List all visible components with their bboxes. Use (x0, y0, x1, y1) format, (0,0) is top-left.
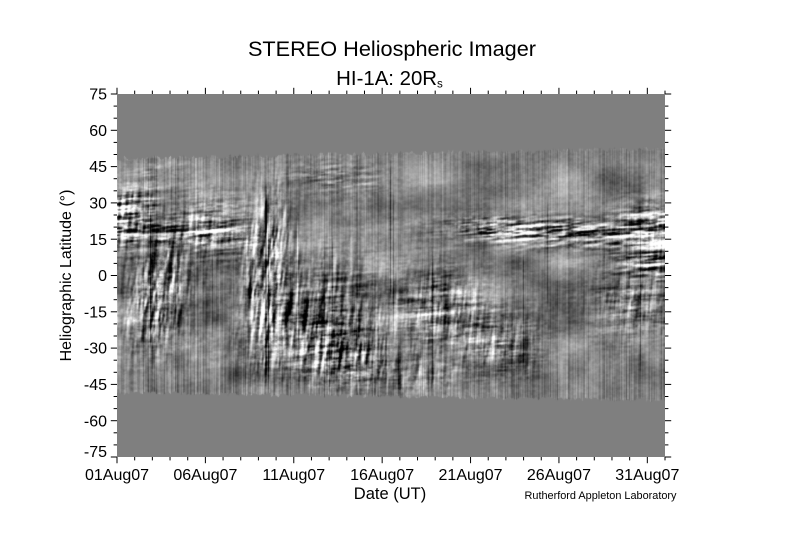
svg-text:16Aug07: 16Aug07 (350, 467, 414, 484)
svg-text:26Aug07: 26Aug07 (527, 467, 591, 484)
svg-text:HI-1A: 20Rs: HI-1A: 20Rs (336, 68, 443, 91)
svg-text:-60: -60 (84, 413, 107, 430)
svg-text:01Aug07: 01Aug07 (85, 467, 149, 484)
svg-text:Heliographic Latitude (°): Heliographic Latitude (°) (58, 190, 75, 362)
svg-text:06Aug07: 06Aug07 (173, 467, 237, 484)
svg-text:31Aug07: 31Aug07 (615, 467, 679, 484)
svg-text:0: 0 (98, 268, 107, 285)
svg-text:-30: -30 (84, 341, 107, 358)
svg-text:15: 15 (89, 232, 107, 249)
svg-text:60: 60 (89, 123, 107, 140)
svg-text:30: 30 (89, 196, 107, 213)
svg-text:-75: -75 (84, 444, 107, 461)
svg-text:75: 75 (89, 87, 107, 104)
svg-text:45: 45 (89, 159, 107, 176)
svg-text:Rutherford Appleton Laboratory: Rutherford Appleton Laboratory (525, 490, 678, 502)
svg-text:Date (UT): Date (UT) (354, 485, 426, 503)
svg-text:-15: -15 (84, 304, 107, 321)
svg-text:21Aug07: 21Aug07 (439, 467, 503, 484)
svg-text:STEREO Heliospheric Imager: STEREO Heliospheric Imager (248, 36, 536, 61)
svg-text:11Aug07: 11Aug07 (262, 467, 325, 484)
svg-text:-45: -45 (84, 377, 107, 394)
